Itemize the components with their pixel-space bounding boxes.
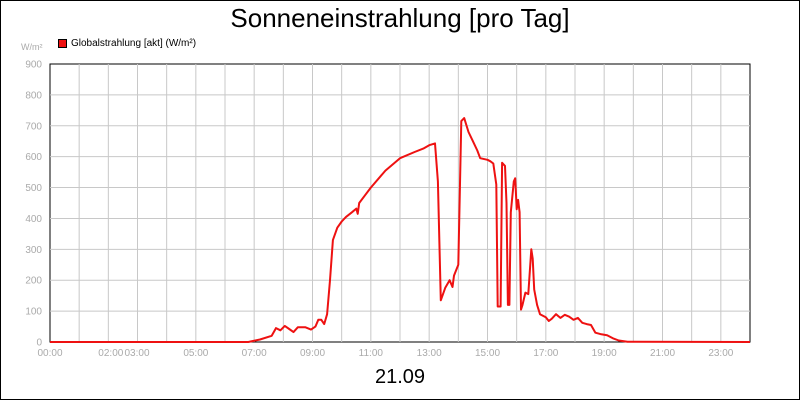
x-tick-label: 21:00: [650, 348, 675, 359]
y-tick-label: 900: [25, 60, 42, 71]
date-label: 21.09: [374, 366, 426, 388]
y-axis-unit: W/m²: [21, 42, 43, 52]
x-tick-label: 15:00: [475, 348, 500, 359]
x-tick-label: 03:00: [125, 348, 150, 359]
y-tick-label: 800: [25, 90, 42, 101]
legend-label: Globalstrahlung [akt] (W/m²): [71, 38, 197, 49]
x-tick-label: 02:00: [98, 348, 123, 359]
x-tick-label: 11:00: [359, 348, 384, 359]
x-tick-label: 07:00: [242, 348, 267, 359]
y-tick-label: 200: [25, 276, 42, 287]
legend: Globalstrahlung [akt] (W/m²): [58, 38, 196, 49]
x-tick-label: 19:00: [592, 348, 617, 359]
y-tick-label: 100: [25, 307, 42, 318]
y-tick-label: 300: [25, 245, 42, 256]
x-tick-label: 09:00: [300, 348, 325, 359]
y-tick-label: 400: [25, 214, 42, 225]
x-tick-label: 17:00: [533, 348, 558, 359]
chart-title: Sonneneinstrahlung [pro Tag]: [230, 3, 570, 33]
series-line-globalstrahlung: [50, 117, 751, 343]
x-axis-ticks: 00:00 02:00 03:00 05:00 07:00 09:00 11:00 13:00…: [37, 348, 733, 359]
y-tick-label: 500: [25, 183, 42, 194]
y-tick-label: 0: [36, 338, 42, 349]
x-tick-label: 05:00: [183, 348, 208, 359]
x-tick-label: 00:00: [37, 348, 62, 359]
legend-swatch: [58, 39, 67, 48]
x-tick-label: 23:00: [708, 348, 733, 359]
series-layer: [50, 117, 751, 343]
grid-lines: [50, 64, 750, 342]
y-tick-label: 700: [25, 121, 42, 132]
y-tick-label: 600: [25, 152, 42, 163]
y-axis-ticks: 0 100 200 300 400 500 600 700 800 900: [25, 60, 42, 349]
x-tick-label: 13:00: [417, 348, 442, 359]
